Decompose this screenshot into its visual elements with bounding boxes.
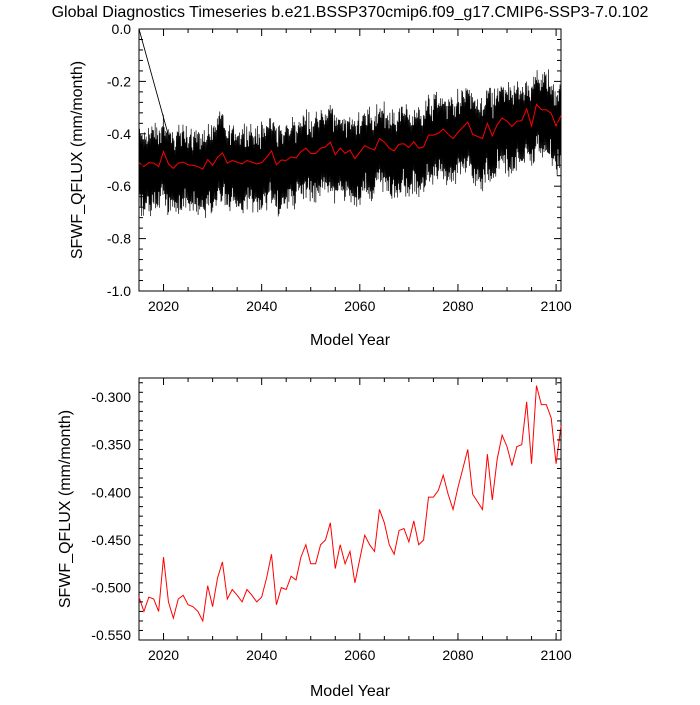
x-tick-label: 2080: [442, 647, 473, 663]
y-tick-label: -0.400: [91, 484, 131, 500]
x-tick-label: 2060: [344, 298, 375, 314]
y-tick-label: -0.500: [91, 580, 131, 596]
x-tick-label: 2100: [541, 647, 572, 663]
panel-bottom: 2020 2040 2060 2080 2100 -0.550-0.500-0.450-…: [57, 377, 572, 700]
x-axis-label-bottom: Model Year: [310, 683, 391, 700]
x-tick-label: 2040: [246, 298, 277, 314]
chart-title: Global Diagnostics Timeseries b.e21.BSSP…: [52, 4, 649, 21]
x-tick-label: 2080: [442, 298, 473, 314]
y-tick-label: -0.450: [91, 532, 131, 548]
y-tick-label: -0.8: [107, 231, 131, 247]
x-axis-top: 2020 2040 2060 2080 2100: [138, 29, 572, 314]
annual-mean-line-zoom: [138, 385, 562, 623]
x-tick-label: 2060: [344, 647, 375, 663]
y-tick-label: -0.550: [91, 627, 131, 643]
y-tick-label: -0.4: [107, 126, 131, 142]
y-axis-top: -1.0 -0.8 -0.6 -0.4 -0.2 0.0: [107, 21, 561, 299]
x-tick-label: 2100: [541, 298, 572, 314]
annual-line-zoom: [138, 385, 562, 623]
y-tick-label: -0.300: [91, 389, 131, 405]
x-axis-bottom: 2020 2040 2060 2080 2100: [138, 378, 572, 663]
y-axis-label-bottom: SFWF_QFLUX (mm/month): [57, 410, 74, 608]
y-tick-label: -0.350: [91, 437, 131, 453]
y-tick-label: -1.0: [107, 283, 131, 299]
y-tick-label: -0.2: [107, 73, 131, 89]
y-axis-label-top: SFWF_QFLUX (mm/month): [69, 61, 86, 259]
x-axis-label-top: Model Year: [310, 332, 391, 349]
x-tick-label: 2020: [148, 647, 179, 663]
plot-frame-bottom: [138, 377, 562, 641]
y-tick-label: 0.0: [112, 21, 132, 37]
y-tick-label: -0.6: [107, 178, 131, 194]
x-tick-label: 2020: [148, 298, 179, 314]
panel-top: 2020 2040 2060 2080 2100 -1.0 -0.8 -0.6 -0.4 -0.…: [69, 21, 572, 349]
monthly-series-line: [138, 28, 562, 218]
annual-mean-line: [138, 103, 562, 170]
monthly-spike: [138, 28, 173, 150]
x-tick-label: 2040: [246, 647, 277, 663]
annual-line: [138, 103, 562, 170]
y-axis-bottom: -0.550 -0.500 -0.450 -0.400 -0.350 -0.300: [91, 382, 561, 643]
monthly-line: [138, 28, 562, 218]
